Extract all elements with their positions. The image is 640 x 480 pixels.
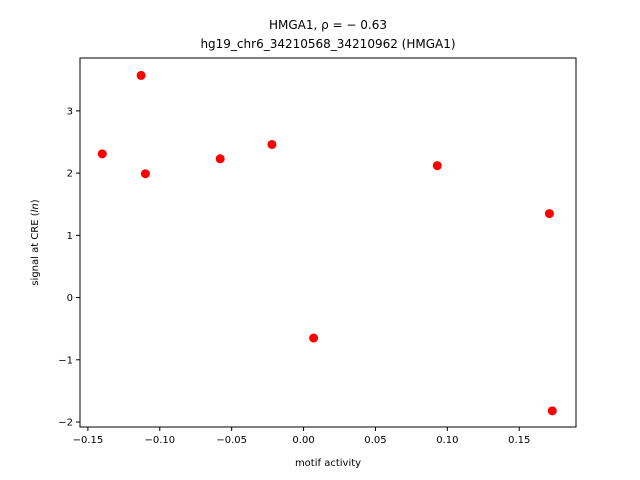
x-axis-ticks: −0.15 −0.10 −0.05 0.00 0.05 0.10 0.15 [73,427,530,446]
y-axis-label: signal at CRE (ln) [30,199,41,285]
scatter-point [215,154,225,164]
y-tick-label: 1 [67,231,73,242]
scatter-point [97,149,107,159]
x-tick-label: −0.15 [73,435,104,446]
x-tick-label: −0.05 [216,435,247,446]
chart-title-line-2: hg19_chr6_34210568_34210962 (HMGA1) [200,37,455,51]
scatter-point [432,161,442,171]
scatter-point [136,70,146,80]
y-tick-label: 0 [67,293,73,304]
x-tick-label: 0.15 [508,435,530,446]
x-tick-label: 0.05 [364,435,386,446]
y-tick-label: 3 [67,106,73,117]
plot-area [79,57,577,428]
chart-title-line-1: HMGA1, ρ = − 0.63 [269,18,387,32]
y-tick-label: −2 [58,418,73,429]
y-tick-label: 2 [67,169,73,180]
y-axis-label-italic: ln [30,203,41,212]
data-points [97,70,557,416]
x-tick-label: 0.10 [436,435,458,446]
y-axis-ticks: −2 −1 0 1 2 3 [58,106,80,429]
scatter-point [140,169,150,179]
scatter-point [547,406,557,416]
y-axis-label-suffix: ) [30,199,41,203]
y-tick-label: −1 [58,355,73,366]
scatter-point [544,209,554,219]
y-axis-label-prefix: signal at CRE ( [30,212,41,285]
x-tick-label: 0.00 [292,435,314,446]
x-axis-label: motif activity [295,458,361,469]
scatter-point [309,333,319,343]
scatter-point [267,139,277,149]
x-tick-label: −0.10 [144,435,175,446]
